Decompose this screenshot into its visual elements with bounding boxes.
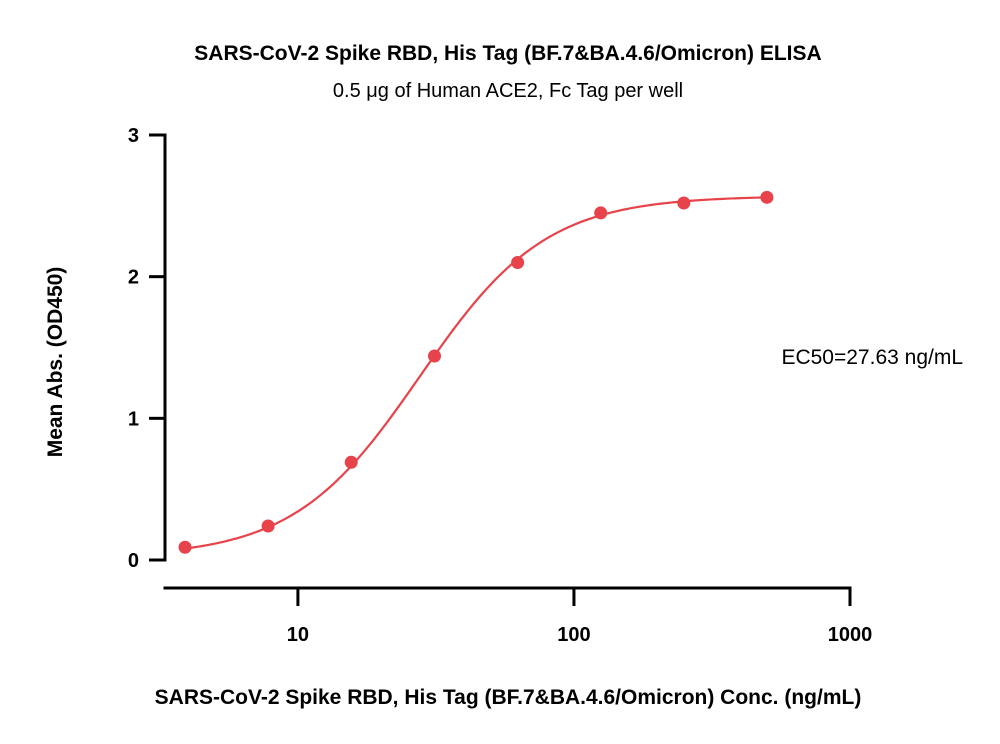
fit-curve-layer <box>184 196 767 550</box>
y-axis-ticks: 0 1 2 3 <box>128 125 165 572</box>
y-tick-label: 3 <box>128 125 139 147</box>
x-tick-label: 1000 <box>828 624 873 646</box>
x-tick-label: 100 <box>557 624 590 646</box>
x-axis-ticks: 10 100 1000 <box>287 588 872 646</box>
x-tick-label: 10 <box>287 624 309 646</box>
axes <box>163 133 852 590</box>
x-axis-label: SARS-CoV-2 Spike RBD, His Tag (BF.7&BA.4… <box>155 686 862 709</box>
data-point <box>344 455 358 469</box>
data-point <box>511 256 525 269</box>
y-axis-label: Mean Abs. (OD450) <box>44 267 67 458</box>
data-point <box>594 206 608 220</box>
fit-curve <box>184 196 767 550</box>
ec50-annotation: EC50=27.63 ng/mL <box>781 346 963 369</box>
data-point <box>760 190 774 204</box>
data-point <box>677 196 691 210</box>
data-point <box>428 349 442 363</box>
y-tick-label: 1 <box>128 408 139 430</box>
y-tick-label: 0 <box>128 550 139 572</box>
data-point <box>261 519 275 533</box>
chart-title: SARS-CoV-2 Spike RBD, His Tag (BF.7&BA.4… <box>194 42 821 65</box>
data-point <box>178 540 192 554</box>
chart-subtitle: 0.5 μg of Human ACE2, Fc Tag per well <box>333 80 683 102</box>
data-points <box>178 190 774 554</box>
y-tick-label: 2 <box>128 267 139 289</box>
